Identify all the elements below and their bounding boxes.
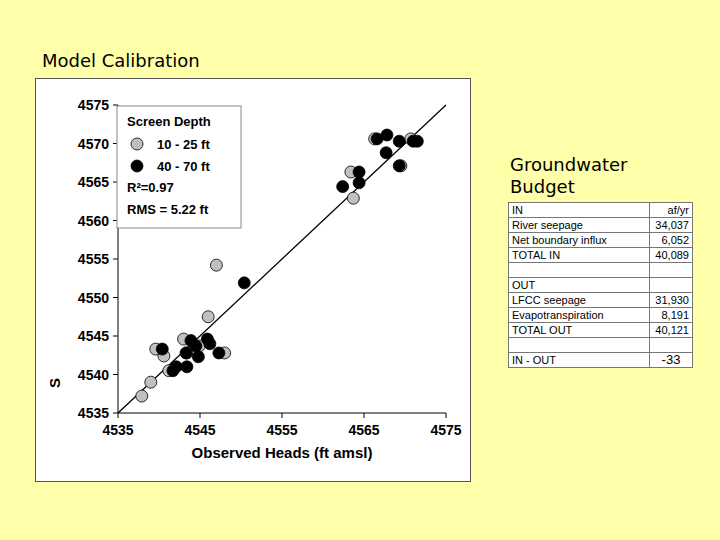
budget-cell: [509, 263, 650, 278]
budget-cell: 31,930: [650, 293, 693, 308]
legend-marker: [131, 160, 143, 172]
y-tick-label: 4575: [78, 97, 109, 113]
y-tick: [113, 105, 118, 106]
budget-row: INaf/yr: [509, 203, 693, 218]
budget-cell: OUT: [509, 278, 650, 293]
y-tick-label: 4550: [78, 290, 109, 306]
y-axis-label: S: [46, 378, 63, 388]
budget-cell: Evapotranspiration: [509, 308, 650, 323]
budget-cell: 6,052: [650, 233, 693, 248]
point: [353, 166, 365, 178]
budget-cell: [650, 338, 693, 353]
chart: 4535 4545 4555 4565 4575 4535 4540 4545 4550 4555…: [36, 79, 470, 481]
budget-cell: 8,191: [650, 308, 693, 323]
legend-marker: [131, 138, 143, 150]
point: [145, 376, 157, 388]
y-tick-label: 4565: [78, 174, 109, 190]
y-tick-label: 4545: [78, 328, 109, 344]
point: [393, 160, 405, 172]
budget-cell: 40,089: [650, 248, 693, 263]
budget-row: [509, 338, 693, 353]
budget-cell: [509, 338, 650, 353]
x-tick-label: 4555: [266, 422, 297, 438]
budget-cell: LFCC seepage: [509, 293, 650, 308]
budget-row: River seepage34,037: [509, 218, 693, 233]
y-tick-label: 4535: [78, 405, 109, 421]
point: [170, 361, 182, 373]
legend-title: Screen Depth: [127, 114, 211, 129]
point: [210, 259, 222, 271]
annotation: RMS = 5.22 ft: [127, 202, 209, 217]
point: [136, 390, 148, 402]
budget-cell: [650, 278, 693, 293]
budget-cell: 40,121: [650, 323, 693, 338]
point: [347, 192, 359, 204]
x-tick: [446, 413, 447, 418]
budget-row: LFCC seepage31,930: [509, 293, 693, 308]
point: [393, 135, 405, 147]
budget-cell: Net boundary influx: [509, 233, 650, 248]
x-tick: [282, 413, 283, 418]
budget-row: [509, 263, 693, 278]
point: [181, 361, 193, 373]
budget-cell: IN: [509, 203, 650, 218]
y-tick: [113, 297, 118, 298]
x-tick: [118, 413, 119, 418]
budget-row: IN - OUT-33: [509, 353, 693, 368]
budget-table: INaf/yrRiver seepage34,037Net boundary i…: [508, 202, 693, 368]
one-to-one-line: [118, 105, 446, 413]
budget-row: TOTAL IN40,089: [509, 248, 693, 263]
point: [213, 347, 225, 359]
budget-cell: 34,037: [650, 218, 693, 233]
y-tick-label: 4560: [78, 213, 109, 229]
x-tick: [364, 413, 365, 418]
point: [156, 343, 168, 355]
chart-frame: 4535 4545 4555 4565 4575 4535 4540 4545 4550 4555…: [35, 78, 471, 482]
budget-title: Groundwater Budget: [510, 154, 670, 198]
point: [353, 177, 365, 189]
legend-box: [117, 106, 241, 228]
annotation: R²=0.97: [127, 180, 174, 195]
point: [411, 135, 423, 147]
point: [380, 147, 392, 159]
budget-cell: TOTAL OUT: [509, 323, 650, 338]
y-tick-label: 4555: [78, 251, 109, 267]
budget-cell: TOTAL IN: [509, 248, 650, 263]
x-tick-label: 4575: [430, 422, 461, 438]
y-tick: [113, 259, 118, 260]
y-tick-label: 4570: [78, 136, 109, 152]
budget-cell: IN - OUT: [509, 353, 650, 368]
budget-cell: [650, 263, 693, 278]
x-tick-label: 4545: [184, 422, 215, 438]
point: [185, 335, 197, 347]
plot-area: [118, 105, 446, 413]
point: [238, 277, 250, 289]
x-tick-label: 4565: [348, 422, 379, 438]
budget-row: Net boundary influx6,052: [509, 233, 693, 248]
y-tick: [113, 374, 118, 375]
x-tick: [200, 413, 201, 418]
budget-row: Evapotranspiration8,191: [509, 308, 693, 323]
legend-label: 10 - 25 ft: [157, 137, 210, 152]
point: [204, 338, 216, 350]
x-tick-label: 4535: [102, 422, 133, 438]
y-tick-label: 4540: [78, 367, 109, 383]
budget-cell: River seepage: [509, 218, 650, 233]
point: [202, 311, 214, 323]
legend-label: 40 - 70 ft: [157, 159, 210, 174]
budget-cell: af/yr: [650, 203, 693, 218]
x-axis-label: Observed Heads (ft amsl): [192, 444, 373, 461]
point: [192, 351, 204, 363]
budget-row: OUT: [509, 278, 693, 293]
y-tick: [113, 336, 118, 337]
legend: Screen Depth 10 - 25 ft 40 - 70 ft R²=0.97 R…: [117, 106, 241, 228]
budget-row: TOTAL OUT40,121: [509, 323, 693, 338]
point: [381, 129, 393, 141]
point: [337, 181, 349, 193]
slide-title: Model Calibration: [42, 50, 200, 71]
y-tick: [113, 413, 118, 414]
budget-cell: -33: [650, 353, 693, 368]
